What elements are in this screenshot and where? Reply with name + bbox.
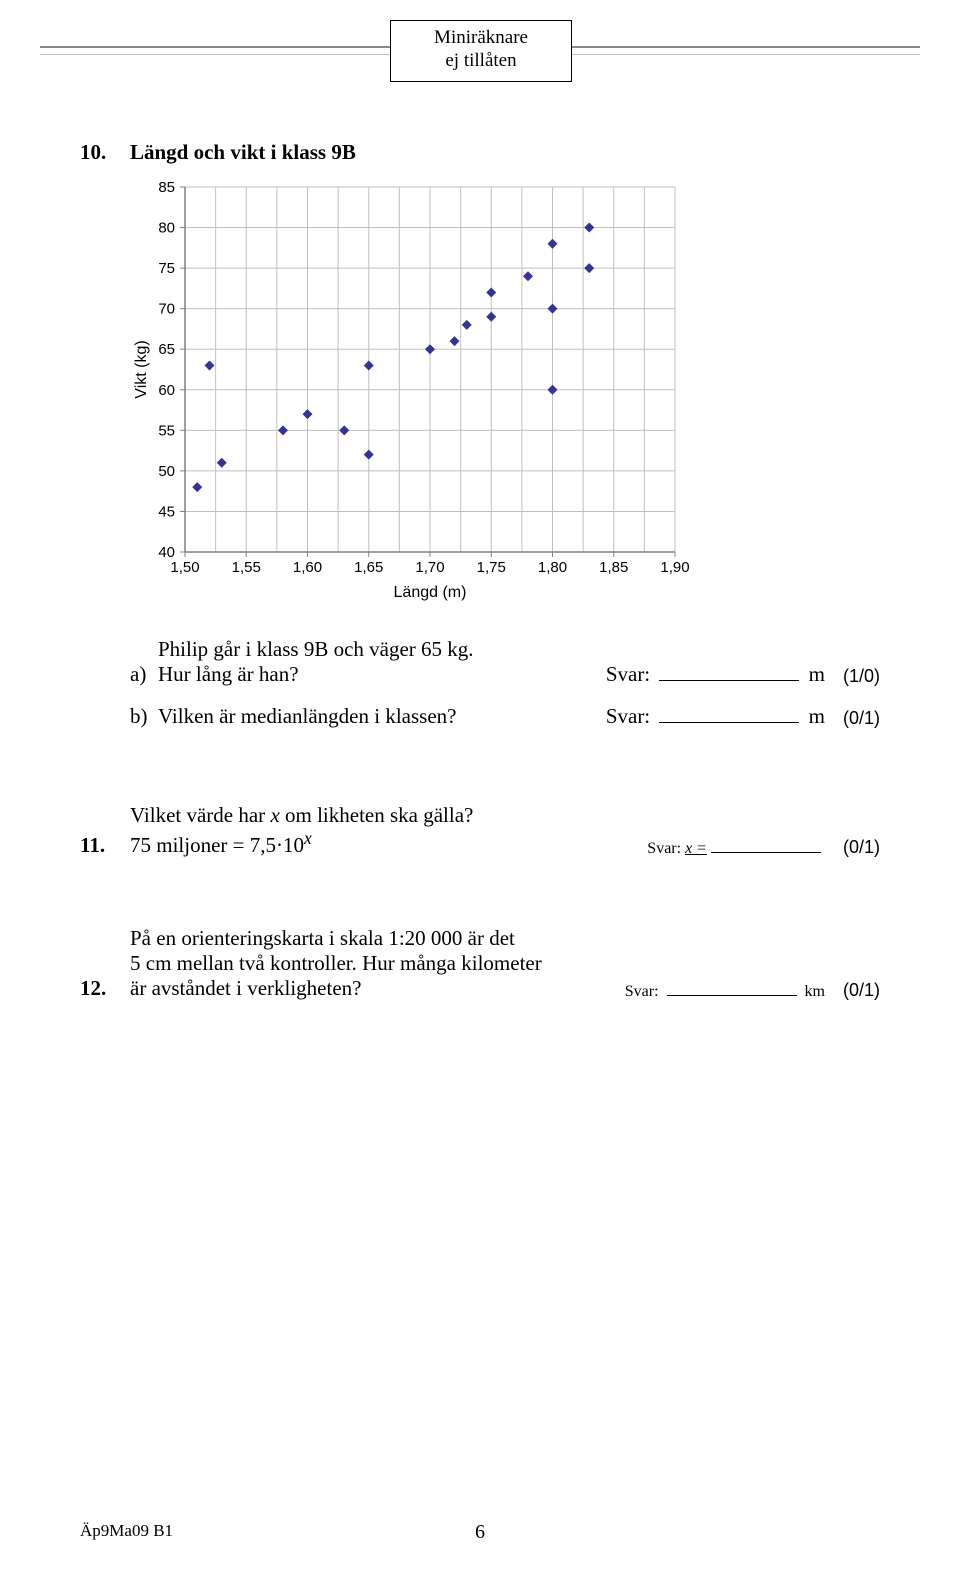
q12-blank[interactable] <box>667 979 797 996</box>
q11-number: 11. <box>80 833 130 858</box>
svg-text:70: 70 <box>158 301 175 318</box>
q11-blank[interactable] <box>711 836 821 853</box>
q12-line3: är avståndet i verkligheten? <box>130 976 361 1000</box>
q12-body: På en orienteringskarta i skala 1:20 000… <box>130 926 625 1001</box>
svg-text:60: 60 <box>158 382 175 399</box>
svg-text:50: 50 <box>158 463 175 480</box>
footer-page: 6 <box>475 1521 485 1544</box>
question-11: 11. Vilket värde har x om likheten ska g… <box>80 803 880 858</box>
svg-text:45: 45 <box>158 503 175 520</box>
q11-line1-pre: Vilket värde har <box>130 803 270 827</box>
calc-box-line1: Miniräknare <box>391 27 571 50</box>
svg-text:1,60: 1,60 <box>293 559 322 576</box>
q12-number: 12. <box>80 976 130 1001</box>
q11-svar-var: x = <box>685 840 707 857</box>
q10b-blank[interactable] <box>659 701 799 723</box>
svg-text:1,90: 1,90 <box>660 559 689 576</box>
question-12: 12. På en orienteringskarta i skala 1:20… <box>80 926 880 1001</box>
page: Miniräknare ej tillåten 10. Längd och vi… <box>0 0 960 1571</box>
q10-number: 10. <box>80 140 130 165</box>
svg-text:1,70: 1,70 <box>415 559 444 576</box>
calc-box-line2: ej tillåten <box>391 50 571 73</box>
content: 10. Längd och vikt i klass 9B 1,501,551,… <box>80 140 880 1009</box>
chart-title: Längd och vikt i klass 9B <box>130 140 880 165</box>
footer-code: Äp9Ma09 B1 <box>80 1521 173 1541</box>
svg-text:Längd (m): Längd (m) <box>394 584 467 601</box>
q10a: a) Philip går i klass 9B och väger 65 kg… <box>130 637 880 687</box>
svg-text:1,80: 1,80 <box>538 559 567 576</box>
q10b-svar: Svar: <box>606 704 650 728</box>
q10a-answer: Svar: m <box>606 659 825 687</box>
q12-line2: 5 cm mellan två kontroller. Hur många ki… <box>130 951 542 975</box>
q12-score: (0/1) <box>843 980 880 1001</box>
svg-text:40: 40 <box>158 544 175 561</box>
scatter-chart: 1,50 1,55 1,60 1,65 1,70 1,75 1,80 1,85 1,90 40 45… <box>130 177 880 607</box>
q10a-text: Philip går i klass 9B och väger 65 kg. H… <box>158 637 606 687</box>
q12-svar: Svar: <box>625 983 659 1000</box>
svg-text:55: 55 <box>158 422 175 439</box>
q10b-score: (0/1) <box>843 708 880 729</box>
q11-svar: Svar: <box>647 840 681 857</box>
svg-text:65: 65 <box>158 341 175 358</box>
q11-body: Vilket värde har x om likheten ska gälla… <box>130 803 647 858</box>
svg-text:1,85: 1,85 <box>599 559 628 576</box>
q10b: b) Vilken är medianlängden i klassen? Sv… <box>130 701 880 729</box>
svg-text:1,65: 1,65 <box>354 559 383 576</box>
q10b-answer: Svar: m <box>606 701 825 729</box>
svg-text:80: 80 <box>158 220 175 237</box>
q10a-label: a) <box>130 662 158 687</box>
svg-text:1,75: 1,75 <box>477 559 506 576</box>
svg-text:1,50: 1,50 <box>170 559 199 576</box>
q11-score: (0/1) <box>843 837 880 858</box>
q10a-score: (1/0) <box>843 666 880 687</box>
q12-answer: Svar: km <box>625 979 825 1001</box>
svg-text:Vikt (kg): Vikt (kg) <box>133 340 150 398</box>
q10a-svar: Svar: <box>606 662 650 686</box>
q10b-label: b) <box>130 704 158 729</box>
calculator-not-allowed-box: Miniräknare ej tillåten <box>390 20 572 82</box>
footer: Äp9Ma09 B1 6 <box>80 1521 880 1541</box>
q11-answer: Svar: x = <box>647 836 825 858</box>
q10a-line1: Philip går i klass 9B och väger 65 kg. <box>158 637 474 661</box>
q11-line1-post: om likheten ska gälla? <box>280 803 474 827</box>
svg-text:75: 75 <box>158 260 175 277</box>
scatter-svg: 1,50 1,55 1,60 1,65 1,70 1,75 1,80 1,85 1,90 40 45… <box>130 177 690 607</box>
q11-eq: 75 miljoner = 7,5·10x <box>130 833 312 857</box>
q10b-text: Vilken är medianlängden i klassen? <box>158 704 606 729</box>
q10a-line2: Hur lång är han? <box>158 662 299 686</box>
question-10: 10. Längd och vikt i klass 9B <box>80 140 880 169</box>
q11-var: x <box>270 803 279 827</box>
q12-unit: km <box>805 983 825 1000</box>
q12-line1: På en orienteringskarta i skala 1:20 000… <box>130 926 515 950</box>
svg-text:1,55: 1,55 <box>232 559 261 576</box>
q10b-unit: m <box>809 704 825 728</box>
svg-text:85: 85 <box>158 179 175 196</box>
q10a-blank[interactable] <box>659 659 799 681</box>
q10a-unit: m <box>809 662 825 686</box>
